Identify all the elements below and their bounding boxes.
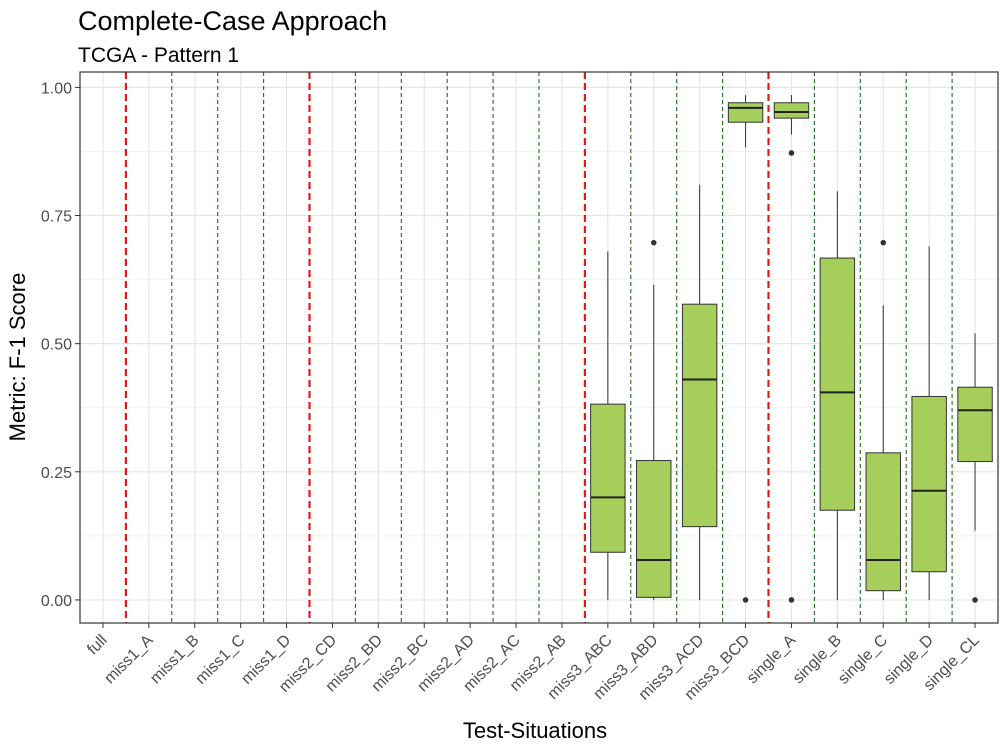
- box-iqr: [911, 395, 947, 573]
- box-iqr: [636, 460, 672, 598]
- y-tick-label: 0.25: [41, 465, 72, 482]
- outlier-point: [880, 239, 887, 246]
- panel-border: [79, 71, 999, 624]
- chart-title: Complete-Case Approach: [78, 6, 387, 36]
- x-axis-ticks: fullmiss1_Amiss1_Bmiss1_Cmiss1_Dmiss2_CD…: [84, 623, 983, 704]
- box-iqr: [957, 386, 993, 463]
- box-iqr: [819, 257, 856, 511]
- x-axis-title: Test-Situations: [463, 718, 607, 743]
- box-iqr: [590, 403, 626, 553]
- box-iqr: [727, 102, 764, 123]
- outlier-point: [788, 150, 795, 156]
- y-axis-title: Metric: F-1 Score: [5, 273, 30, 442]
- outlier-point: [742, 597, 749, 603]
- box-iqr: [681, 303, 718, 528]
- x-tick-label: single_C: [835, 632, 891, 688]
- y-tick-label: 0.75: [41, 209, 72, 226]
- box-layer: [590, 95, 993, 603]
- x-tick-label: miss1_C: [192, 632, 248, 688]
- outlier-point: [650, 239, 657, 246]
- outlier-point: [972, 597, 978, 603]
- box-iqr: [773, 102, 810, 119]
- separator-layer: [124, 72, 953, 623]
- x-tick-label: full: [84, 632, 110, 658]
- x-tick-label: miss1_A: [101, 632, 157, 688]
- y-tick-label: 0.00: [41, 593, 72, 610]
- box-iqr: [865, 452, 901, 592]
- chart-subtitle: TCGA - Pattern 1: [78, 44, 239, 67]
- outlier-point: [788, 597, 795, 603]
- x-tick-label: single_A: [744, 632, 800, 688]
- y-axis-ticks: 0.00 0.25 0.50 0.75 1.00: [41, 80, 80, 610]
- y-tick-label: 0.50: [41, 337, 72, 354]
- y-tick-label: 1.00: [41, 80, 72, 97]
